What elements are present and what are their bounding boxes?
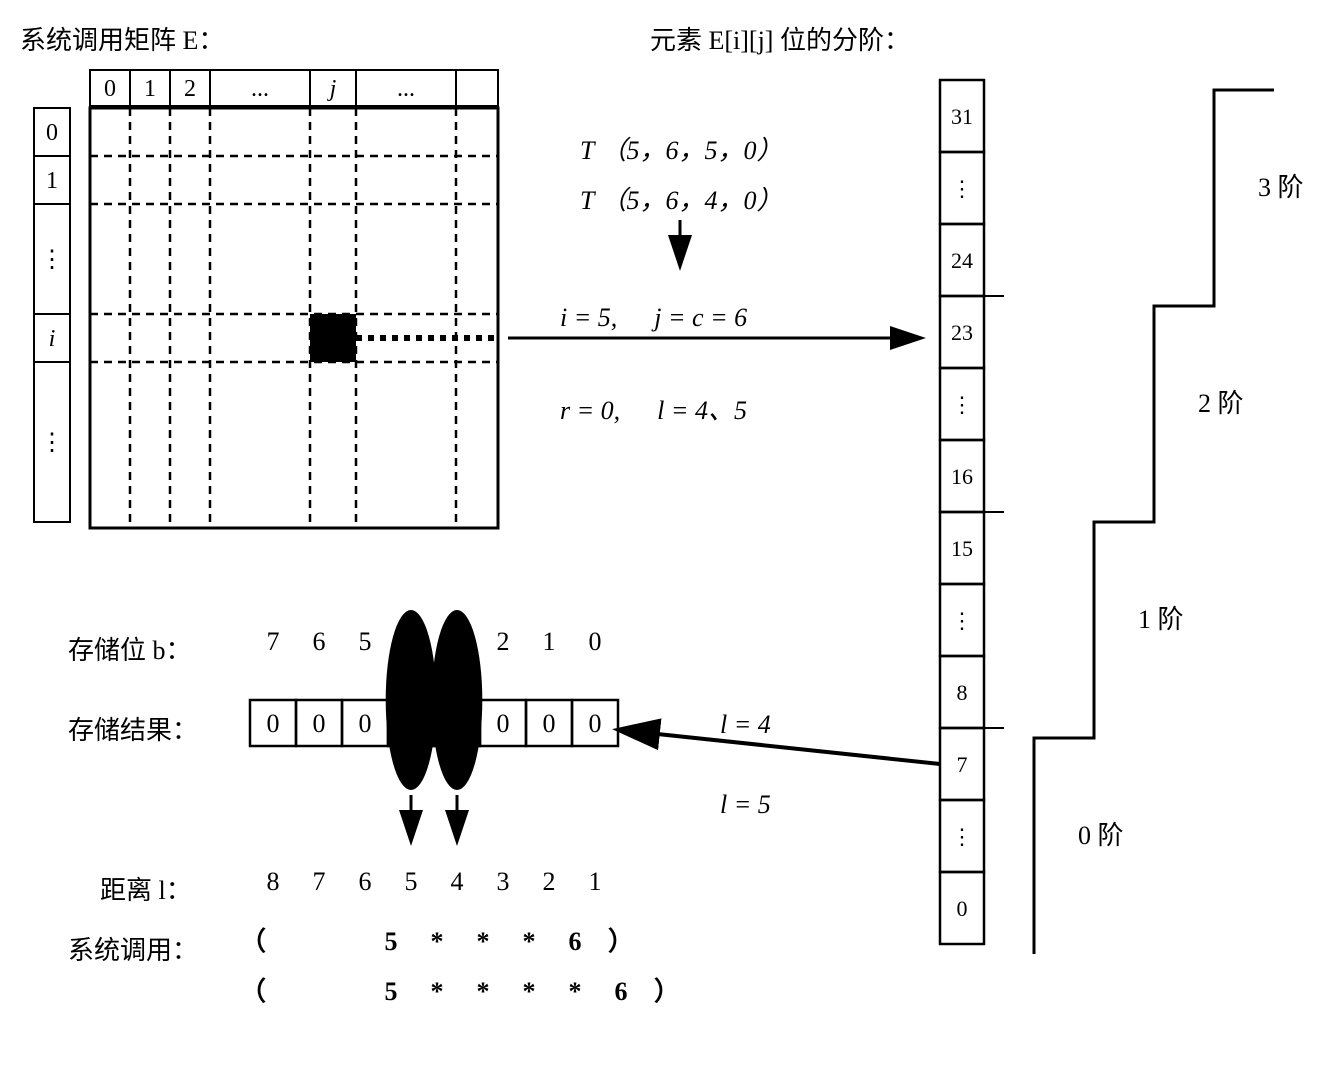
label-storage-b: 存储位 b： [68, 630, 192, 667]
svg-text:0: 0 [267, 709, 280, 738]
svg-text:8: 8 [267, 867, 280, 896]
svg-text:16: 16 [951, 464, 973, 489]
svg-text:5: 5 [359, 627, 372, 656]
l4-label: l = 4 [720, 710, 771, 740]
svg-text:3 阶: 3 阶 [1258, 173, 1304, 202]
svg-text:0: 0 [359, 709, 372, 738]
svg-text:）: ） [608, 927, 634, 956]
svg-text:⋮: ⋮ [40, 430, 64, 456]
svg-text:0: 0 [543, 709, 556, 738]
svg-text:⋮: ⋮ [40, 247, 64, 273]
svg-text:1 阶: 1 阶 [1138, 605, 1184, 634]
label-storage-result: 存储结果： [68, 710, 198, 747]
svg-text:*: * [477, 977, 490, 1006]
svg-text:3: 3 [497, 867, 510, 896]
svg-text:7: 7 [267, 627, 280, 656]
svg-text:23: 23 [951, 320, 973, 345]
svg-text:0: 0 [589, 627, 602, 656]
eq-line-1: i = 5, j = c = 6 [560, 303, 747, 333]
svg-text:（: （ [240, 927, 266, 956]
svg-text:0 阶: 0 阶 [1078, 821, 1124, 850]
svg-text:2: 2 [543, 867, 556, 896]
svg-text:4: 4 [451, 867, 464, 896]
matrix-svg: 012...j...01⋮i⋮ 31⋮2423⋮1615⋮87⋮03 阶2 阶1… [20, 20, 1309, 1051]
svg-text:j: j [327, 76, 337, 102]
svg-text:2: 2 [184, 76, 196, 102]
svg-text:1: 1 [543, 627, 556, 656]
svg-text:31: 31 [951, 104, 973, 129]
svg-text:*: * [569, 977, 582, 1006]
t-tuple-2: T （5，6，4，0） [580, 180, 783, 217]
svg-text:8: 8 [957, 680, 968, 705]
svg-text:6: 6 [569, 927, 582, 956]
l5-label: l = 5 [720, 790, 771, 820]
label-syscall: 系统调用： [68, 930, 198, 967]
svg-text:⋮: ⋮ [951, 176, 973, 201]
svg-text:1: 1 [589, 867, 602, 896]
svg-text:⋮: ⋮ [951, 608, 973, 633]
svg-text:5: 5 [385, 977, 398, 1006]
svg-text:*: * [477, 927, 490, 956]
svg-text:⋮: ⋮ [951, 392, 973, 417]
svg-text:6: 6 [313, 627, 326, 656]
svg-text:7: 7 [313, 867, 326, 896]
svg-text:...: ... [251, 76, 269, 102]
svg-text:*: * [523, 927, 536, 956]
svg-text:6: 6 [615, 977, 628, 1006]
svg-text:0: 0 [104, 76, 116, 102]
svg-text:1: 1 [46, 168, 58, 194]
svg-text:5: 5 [385, 927, 398, 956]
svg-text:2 阶: 2 阶 [1198, 389, 1244, 418]
svg-text:0: 0 [957, 896, 968, 921]
label-distance: 距离 l： [100, 870, 192, 907]
svg-text:⋮: ⋮ [951, 824, 973, 849]
svg-text:）: ） [654, 977, 680, 1006]
svg-text:*: * [523, 977, 536, 1006]
svg-text:24: 24 [951, 248, 973, 273]
svg-text:0: 0 [497, 709, 510, 738]
svg-text:0: 0 [589, 709, 602, 738]
svg-text:0: 0 [313, 709, 326, 738]
svg-text:6: 6 [359, 867, 372, 896]
svg-text:15: 15 [951, 536, 973, 561]
t-tuple-1: T （5，6，5，0） [580, 130, 783, 167]
eq-line-2: r = 0, l = 4、5 [560, 390, 747, 427]
svg-text:2: 2 [497, 627, 510, 656]
svg-text:5: 5 [405, 867, 418, 896]
svg-text:i: i [49, 326, 56, 352]
svg-text:*: * [431, 977, 444, 1006]
svg-text:0: 0 [46, 120, 58, 146]
svg-text:*: * [431, 927, 444, 956]
svg-text:...: ... [397, 76, 415, 102]
svg-text:1: 1 [144, 76, 156, 102]
svg-text:7: 7 [957, 752, 968, 777]
svg-text:（: （ [240, 977, 266, 1006]
